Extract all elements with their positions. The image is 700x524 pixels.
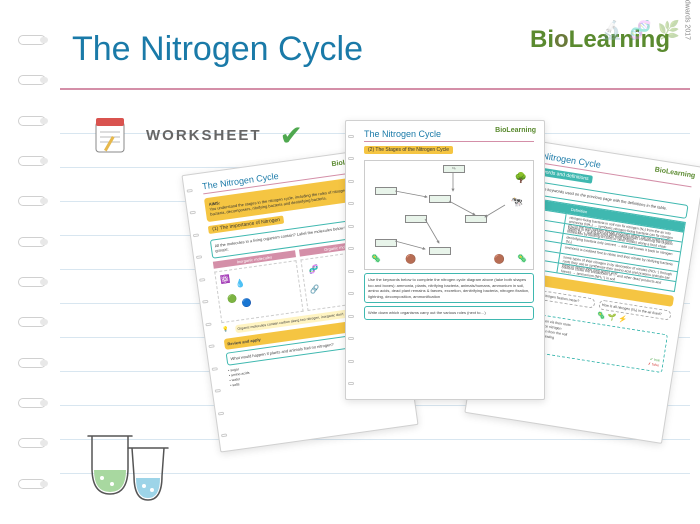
notepad-icon	[90, 114, 132, 156]
dna-icon: 🧬	[629, 20, 651, 41]
beakers-icon	[80, 418, 170, 508]
thumb2-q2: Write down which organisms carry out the…	[364, 306, 534, 320]
header-divider	[60, 88, 690, 90]
copyright: © Andy Edwards 2017	[683, 0, 690, 40]
worksheet-thumb-2: The Nitrogen Cycle BioLearning (2) The S…	[345, 120, 545, 400]
thumb2-diagram: N₂ 🌳 🐄 🟤 🟤 🦠 🦠	[364, 160, 534, 270]
spiral-binding	[18, 20, 48, 504]
logo-decorations: 🔬 🧬 🌿	[601, 20, 680, 41]
page-title: The Nitrogen Cycle	[72, 30, 363, 69]
thumb3-title: The Nitrogen Cycle	[524, 148, 693, 184]
thumb2-logo: BioLearning	[495, 127, 536, 134]
thumb2-q1: Use the keywords below to complete the n…	[364, 273, 534, 303]
leaf-icon: 🌿	[658, 20, 680, 41]
thumbnail-stack: The Nitrogen Cycle BioLearning AIMS: You…	[200, 120, 670, 504]
microscope-icon: 🔬	[601, 20, 623, 41]
thumb2-section: (2) The Stages of the Nitrogen Cycle	[364, 146, 453, 154]
